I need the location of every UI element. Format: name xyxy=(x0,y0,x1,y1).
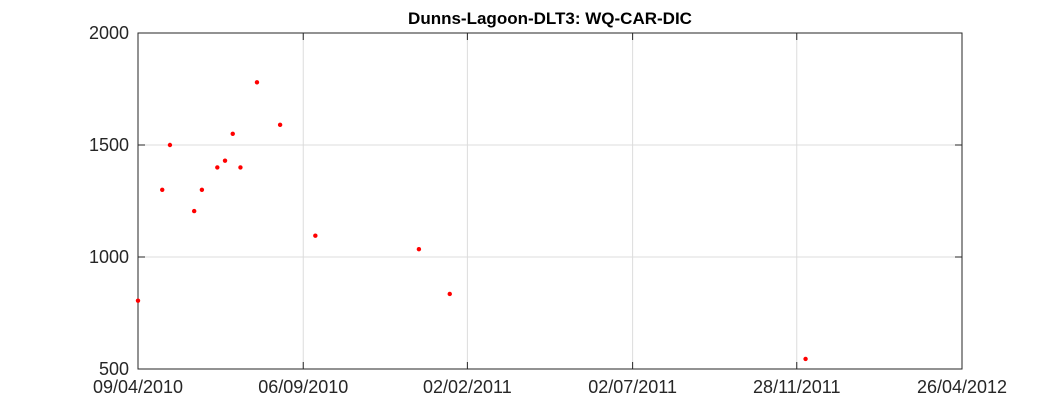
data-point xyxy=(135,298,141,303)
x-tick-label: 02/07/2011 xyxy=(588,377,677,397)
data-point xyxy=(416,246,422,252)
y-tick-label: 1000 xyxy=(89,247,129,267)
ticks-layer: 09/04/2010 06/09/2010 02/02/2011 02/07/2011… xyxy=(89,23,1007,397)
chart-title: Dunns-Lagoon-DLT3: WQ-CAR-DIC xyxy=(408,9,692,28)
data-point xyxy=(254,80,260,85)
y-tick-label: 500 xyxy=(99,359,129,379)
data-points-layer xyxy=(135,80,808,362)
x-tick-label: 09/04/2010 xyxy=(93,377,183,397)
x-tick-label: 26/04/2012 xyxy=(917,377,1007,397)
data-point xyxy=(277,122,283,128)
data-point xyxy=(803,356,808,362)
x-tick-label: 28/11/2011 xyxy=(753,377,840,397)
x-tick-label: 02/02/2011 xyxy=(423,377,512,397)
x-tick-label: 06/09/2010 xyxy=(258,377,348,397)
data-point xyxy=(222,158,228,163)
data-point xyxy=(215,165,220,170)
data-point xyxy=(447,291,452,297)
y-tick-label: 2000 xyxy=(89,23,129,43)
data-point xyxy=(230,131,235,136)
plot-area-frame xyxy=(137,32,963,370)
grid-layer xyxy=(137,32,963,370)
y-tick-label: 1500 xyxy=(89,135,129,155)
data-point xyxy=(191,208,197,214)
data-point xyxy=(313,233,318,238)
data-point xyxy=(167,142,173,148)
data-point xyxy=(160,187,165,192)
data-point xyxy=(238,165,243,170)
data-point xyxy=(199,187,205,192)
